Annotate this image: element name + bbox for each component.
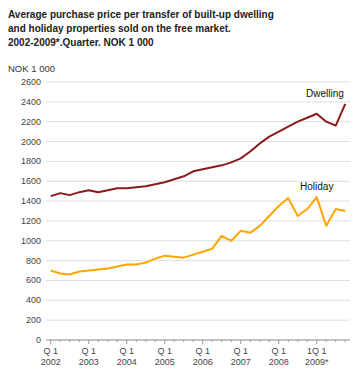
x-tick-label: Q 12007 bbox=[231, 346, 251, 367]
y-tick-label: 600 bbox=[26, 275, 41, 285]
title-line: and holiday properties sold on the free … bbox=[8, 23, 231, 34]
x-tick bbox=[79, 340, 80, 342]
x-tick bbox=[231, 340, 232, 342]
grid-line bbox=[46, 220, 350, 221]
y-tick-label: 1000 bbox=[21, 236, 41, 246]
x-tick bbox=[297, 340, 298, 342]
x-tick-label: Q 12004 bbox=[117, 346, 137, 367]
x-tick-label-line: 2006 bbox=[193, 357, 213, 367]
x-tick bbox=[88, 340, 89, 344]
y-tick-label: 2200 bbox=[21, 117, 41, 127]
x-tick-label-line: Q 1 bbox=[271, 346, 286, 356]
grid-line bbox=[46, 240, 350, 241]
x-tick-label: Q 12008 bbox=[269, 346, 289, 367]
grid-line bbox=[46, 82, 350, 83]
x-tick bbox=[345, 340, 346, 342]
x-tick-label-line: Q 1 bbox=[81, 346, 96, 356]
x-tick bbox=[126, 340, 127, 344]
title: Average purchase price per transfer of b… bbox=[8, 9, 274, 48]
x-tick-label: Q 12006 bbox=[193, 346, 213, 367]
grid-line bbox=[46, 161, 350, 162]
x-tick bbox=[288, 340, 289, 342]
grid-line bbox=[46, 280, 350, 281]
x-tick-label: Q 12005 bbox=[155, 346, 175, 367]
x-tick-label-line: 1Q 1 bbox=[307, 346, 327, 356]
x-tick bbox=[240, 340, 241, 344]
x-tick bbox=[164, 340, 165, 344]
y-tick-label: 0 bbox=[36, 335, 41, 345]
x-tick-label: 1Q 12009* bbox=[305, 346, 329, 367]
y-tick-label: 200 bbox=[26, 315, 41, 325]
x-tick-label-line: 2003 bbox=[79, 357, 99, 367]
grid-line bbox=[46, 340, 350, 341]
grid-line bbox=[46, 260, 350, 261]
x-tick bbox=[60, 340, 61, 342]
series-label: Holiday bbox=[300, 181, 333, 192]
x-tick bbox=[155, 340, 156, 342]
x-tick-label: Q 12003 bbox=[79, 346, 99, 367]
x-tick bbox=[183, 340, 184, 342]
title-line: 2002-2009*.Quarter. NOK 1 000 bbox=[8, 37, 154, 48]
x-tick-label-line: 2009* bbox=[305, 357, 329, 367]
x-tick bbox=[50, 340, 51, 344]
title-line: Average purchase price per transfer of b… bbox=[8, 9, 274, 20]
x-tick bbox=[174, 340, 175, 342]
x-tick bbox=[269, 340, 270, 342]
x-tick bbox=[117, 340, 118, 342]
x-tick bbox=[307, 340, 308, 342]
x-tick bbox=[136, 340, 137, 342]
x-tick-label-line: 2004 bbox=[117, 357, 137, 367]
y-tick-label: 1400 bbox=[21, 196, 41, 206]
y-tick-label: 2600 bbox=[21, 77, 41, 87]
y-tick-label: 1800 bbox=[21, 156, 41, 166]
x-tick bbox=[193, 340, 194, 342]
y-tick-label: 800 bbox=[26, 256, 41, 266]
grid-line bbox=[46, 101, 350, 102]
grid-line bbox=[46, 141, 350, 142]
x-tick-label-line: 2007 bbox=[231, 357, 251, 367]
x-tick bbox=[250, 340, 251, 342]
series-line bbox=[51, 197, 346, 274]
grid-line bbox=[46, 320, 350, 321]
x-tick-label-line: Q 1 bbox=[157, 346, 172, 356]
y-tick-label: 400 bbox=[26, 295, 41, 305]
series-line bbox=[51, 104, 346, 196]
x-tick-label-line: 2002 bbox=[41, 357, 61, 367]
x-tick bbox=[212, 340, 213, 342]
y-tick-label: 1600 bbox=[21, 176, 41, 186]
grid-line bbox=[46, 121, 350, 122]
x-tick bbox=[107, 340, 108, 342]
x-tick bbox=[326, 340, 327, 342]
grid bbox=[46, 82, 350, 340]
lines bbox=[51, 104, 346, 275]
y-tick-label: 2400 bbox=[21, 97, 41, 107]
x-tick bbox=[69, 340, 70, 342]
series-label: Dwelling bbox=[306, 88, 344, 99]
x-tick bbox=[98, 340, 99, 342]
x-tick-label-line: Q 1 bbox=[43, 346, 58, 356]
y-tick-label: 2000 bbox=[21, 137, 41, 147]
x-tick bbox=[278, 340, 279, 344]
y-tick-label: 1200 bbox=[21, 216, 41, 226]
x-tick bbox=[221, 340, 222, 342]
x-tick-label: Q 12002 bbox=[41, 346, 61, 367]
x-tick bbox=[202, 340, 203, 344]
x-tick bbox=[316, 340, 317, 344]
grid-line bbox=[46, 201, 350, 202]
x-tick-label-line: 2005 bbox=[155, 357, 175, 367]
chart: Average purchase price per transfer of b… bbox=[0, 0, 362, 383]
x-tick-label-line: Q 1 bbox=[119, 346, 134, 356]
x-tick-label-line: Q 1 bbox=[195, 346, 210, 356]
x-axis-line bbox=[46, 340, 350, 341]
x-tick-label-line: 2008 bbox=[269, 357, 289, 367]
x-tick-label-line: Q 1 bbox=[233, 346, 248, 356]
x-tick bbox=[259, 340, 260, 342]
x-tick bbox=[145, 340, 146, 342]
x-tick bbox=[335, 340, 336, 342]
grid-line bbox=[46, 300, 350, 301]
y-axis-label: NOK 1 000 bbox=[8, 63, 55, 74]
